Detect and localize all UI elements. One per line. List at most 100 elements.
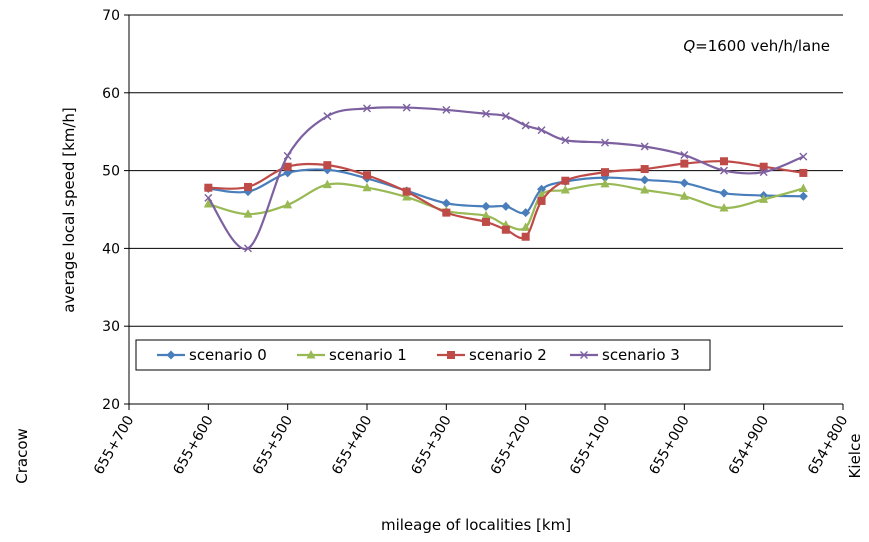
flow-annotation-text: =1600 veh/h/lane: [695, 37, 830, 55]
data-point-s3-15: [720, 166, 728, 175]
data-point-s2-16: [759, 162, 768, 171]
data-point-s1-15: [719, 202, 729, 212]
data-point-s3-14: [680, 151, 689, 160]
x-tick-label-6: 655+100: [567, 413, 613, 477]
data-point-s3-8: [501, 112, 510, 121]
legend-box: [135, 339, 711, 371]
data-point-s2-8: [501, 225, 510, 234]
data-point-s2-17: [799, 168, 808, 177]
data-point-s2-7: [482, 217, 490, 226]
data-point-s2-9: [521, 232, 530, 241]
data-point-s3-5: [402, 103, 411, 112]
y-tick-label-20: 20: [102, 397, 120, 413]
data-point-s0-14: [679, 178, 689, 188]
data-point-s0-8: [501, 201, 511, 211]
data-point-s1-7: [481, 210, 491, 220]
data-point-s2-10: [537, 196, 546, 205]
y-tick-label-60: 60: [102, 86, 120, 102]
data-point-s2-15: [720, 157, 728, 166]
series-0: [203, 165, 808, 218]
data-point-s1-14: [679, 191, 689, 200]
x-tick-label-7: 655+000: [646, 413, 692, 477]
data-point-s0-9: [521, 208, 531, 218]
y-tick-label-30: 30: [102, 319, 120, 335]
x-tick-label-3: 655+400: [329, 413, 375, 477]
y-tick-label-40: 40: [102, 241, 120, 257]
data-point-s3-13: [640, 142, 649, 151]
data-point-s3-16: [759, 168, 768, 177]
data-point-s3-17: [799, 152, 808, 161]
legend-marker-1: [306, 350, 316, 359]
series-line-1: [208, 182, 804, 231]
data-point-s3-4: [363, 104, 371, 113]
data-point-s1-17: [798, 183, 808, 192]
axes: 20 30 40 50 60 70 655+700 655+600 655+500 655+400…: [91, 8, 851, 477]
data-point-s2-2: [283, 162, 292, 171]
data-point-s3-12: [601, 138, 609, 147]
y-tick-label-50: 50: [102, 164, 120, 180]
data-point-s3-9: [521, 121, 530, 130]
data-point-s2-14: [680, 159, 689, 168]
data-point-s1-2: [283, 199, 293, 209]
y-axis-label: average local speed [km/h]: [60, 107, 78, 313]
data-point-s1-11: [560, 185, 570, 194]
x-tick-label-1: 655+600: [170, 413, 216, 477]
legend: scenario 0 scenario 1 scenario 2 scenario 3: [135, 339, 711, 371]
flow-annotation: Q=1600 veh/h/lane: [683, 37, 830, 55]
data-point-s0-6: [441, 198, 451, 208]
series-layer: [203, 103, 808, 253]
legend-marker-2: [447, 351, 455, 359]
data-point-s2-1: [244, 182, 252, 191]
data-point-s3-7: [482, 109, 490, 118]
data-point-s3-1: [244, 244, 252, 253]
data-point-s2-12: [601, 168, 609, 177]
legend-label-0: scenario 0: [189, 346, 267, 364]
data-point-s3-3: [323, 112, 332, 121]
gridlines: [129, 14, 843, 327]
data-point-s0-17: [798, 191, 808, 201]
data-point-s3-2: [283, 151, 292, 160]
data-point-s1-9: [521, 222, 531, 231]
legend-marker-0: [166, 350, 176, 360]
legend-label-3: scenario 3: [602, 346, 680, 364]
x-tick-label-0: 655+700: [91, 413, 137, 477]
series-1: [203, 178, 808, 231]
x-axis-label: mileage of localities [km]: [381, 516, 571, 534]
data-point-s1-13: [640, 185, 650, 194]
data-point-s2-0: [204, 183, 213, 192]
x-tick-label-2: 655+500: [250, 413, 296, 477]
y-tick-label-70: 70: [102, 8, 120, 24]
data-point-s2-3: [323, 161, 332, 170]
x-tick-label-9: 654+800: [805, 413, 851, 477]
data-point-s2-5: [402, 187, 411, 196]
x-tick-label-4: 655+300: [408, 413, 454, 477]
data-point-s1-16: [759, 194, 769, 203]
data-point-s1-4: [362, 182, 372, 192]
data-point-s0-7: [481, 201, 491, 211]
series-2: [204, 157, 808, 241]
data-point-s2-13: [640, 165, 649, 174]
data-point-s1-3: [322, 179, 332, 189]
data-point-s2-6: [442, 208, 451, 217]
data-point-s3-6: [442, 105, 451, 114]
x-tick-label-8: 654+900: [726, 413, 772, 477]
end-label-left: Cracow: [13, 428, 31, 484]
data-point-s3-11: [561, 136, 570, 145]
legend-label-1: scenario 1: [329, 346, 407, 364]
data-point-s1-12: [600, 178, 610, 188]
legend-label-2: scenario 2: [469, 346, 547, 364]
data-point-s0-10: [537, 184, 547, 194]
end-label-right: Kielce: [846, 434, 864, 479]
data-point-s2-4: [363, 171, 371, 180]
data-point-s2-11: [561, 176, 570, 185]
series-3: [204, 103, 808, 253]
data-point-s1-5: [402, 192, 412, 201]
data-point-s1-1: [243, 209, 253, 218]
legend-marker-3: [580, 351, 588, 359]
x-tick-label-5: 655+200: [488, 413, 534, 477]
data-point-s1-0: [203, 199, 213, 208]
flow-annotation-symbol: Q: [683, 37, 695, 55]
data-point-s3-10: [537, 126, 546, 135]
data-point-s3-0: [204, 193, 213, 202]
